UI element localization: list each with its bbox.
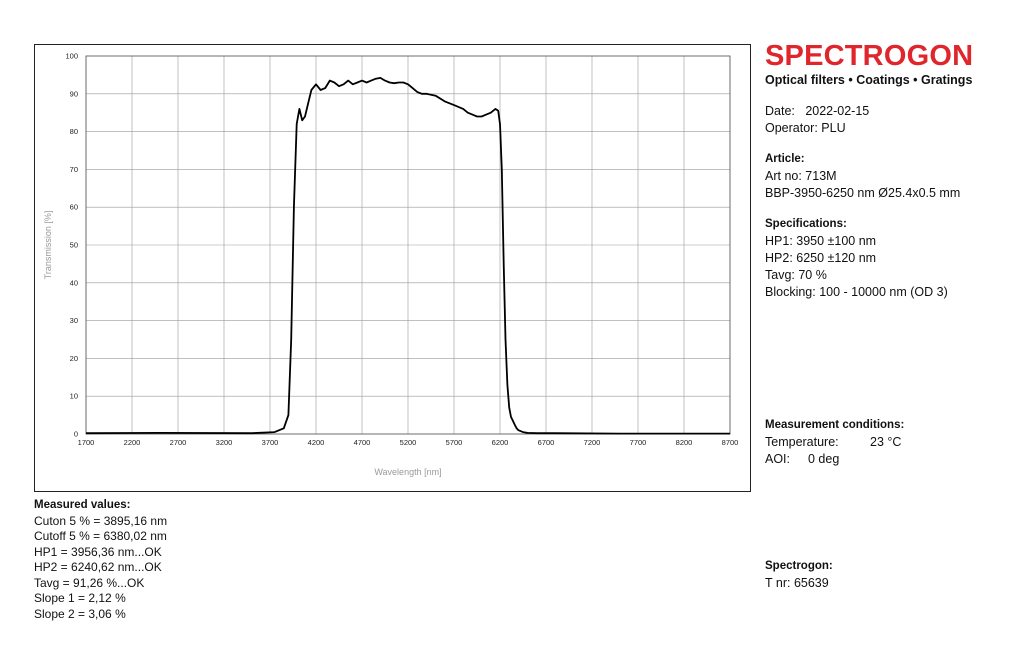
- date-value: 2022-02-15: [805, 104, 870, 118]
- x-tick-label: 4700: [354, 438, 371, 447]
- measured-slope2: Slope 2 = 3,06 %: [34, 606, 126, 621]
- x-tick-label: 3700: [262, 438, 279, 447]
- y-tick-label: 30: [70, 316, 78, 325]
- report-info: Date: 2022-02-15 Operator: PLU: [765, 103, 869, 137]
- spec-tavg: Tavg: 70 %: [765, 268, 827, 282]
- measurement-conditions: Measurement conditions: Temperature: 23 °…: [765, 417, 904, 468]
- spec-hp1: HP1: 3950 ±100 nm: [765, 234, 877, 248]
- spectrogon-tnr: T nr: 65639: [765, 576, 829, 590]
- article-number: Art no: 713M: [765, 169, 837, 183]
- y-tick-label: 70: [70, 165, 78, 174]
- y-tick-label: 50: [70, 241, 78, 250]
- measured-values-heading: Measured values:: [34, 499, 131, 511]
- specifications-heading: Specifications:: [765, 218, 847, 230]
- x-axis-label: Wavelength [nm]: [374, 467, 441, 477]
- x-tick-label: 7700: [630, 438, 647, 447]
- brand-tagline: Optical filters • Coatings • Gratings: [765, 73, 973, 87]
- chart-frame: 1700 2200 2700 3200 3700 4200 4700 5200 5700 6200…: [34, 44, 751, 492]
- y-tick-label: 10: [70, 392, 78, 401]
- operator-value: PLU: [821, 121, 846, 135]
- measured-tavg: Tavg = 91,26 %...OK: [34, 575, 145, 590]
- x-tick-label: 2700: [170, 438, 187, 447]
- operator-label: Operator:: [765, 121, 818, 135]
- x-tick-label: 1700: [78, 438, 95, 447]
- y-tick-label: 100: [65, 52, 78, 61]
- aoi-value: 0 deg: [808, 452, 840, 466]
- transmission-series-line: [85, 77, 730, 435]
- article-description: BBP-3950-6250 nm Ø25.4x0.5 mm: [765, 186, 961, 200]
- spec-blocking: Blocking: 100 - 10000 nm (OD 3): [765, 285, 948, 299]
- x-tick-label: 5700: [446, 438, 463, 447]
- transmission-chart: 1700 2200 2700 3200 3700 4200 4700 5200 5700 6200…: [43, 52, 739, 478]
- plot-area: [85, 55, 731, 435]
- x-tick-label: 8200: [676, 438, 693, 447]
- y-tick-label: 80: [70, 127, 78, 136]
- x-tick-label: 6700: [538, 438, 555, 447]
- y-axis-label: Transmission [%]: [43, 211, 53, 280]
- measured-hp2: HP2 = 6240,62 nm...OK: [34, 560, 162, 574]
- x-tick-label: 7200: [584, 438, 601, 447]
- x-tick-label: 2200: [124, 438, 141, 447]
- article-heading: Article:: [765, 153, 805, 165]
- measured-cutoff: Cutoff 5 % = 6380,02 nm: [34, 529, 167, 543]
- specifications-info: Specifications: HP1: 3950 ±100 nm HP2: 6…: [765, 216, 948, 301]
- y-tick-label: 40: [70, 278, 78, 287]
- x-tick-label: 3200: [216, 438, 233, 447]
- brand-logo: SPECTROGON: [765, 40, 974, 72]
- measured-slope1: Slope 1 = 2,12 %: [34, 591, 126, 605]
- article-info: Article: Art no: 713M BBP-3950-6250 nm Ø…: [765, 151, 960, 202]
- spec-hp2: HP2: 6250 ±120 nm: [765, 251, 877, 265]
- spectrogon-heading: Spectrogon:: [765, 560, 833, 572]
- x-tick-label: 6200: [492, 438, 509, 447]
- x-tick-label: 4200: [308, 438, 325, 447]
- measured-hp1: HP1 = 3956,36 nm...OK: [34, 544, 162, 559]
- temperature-value: 23 °C: [870, 435, 902, 449]
- aoi-label: AOI:: [765, 452, 791, 466]
- spectrogon-info: Spectrogon: T nr: 65639: [765, 558, 833, 592]
- y-tick-label: 20: [70, 354, 78, 363]
- x-tick-label: 8700: [722, 438, 739, 447]
- y-tick-label: 0: [74, 430, 78, 439]
- y-tick-label: 90: [70, 89, 78, 98]
- conditions-heading: Measurement conditions:: [765, 419, 905, 431]
- x-tick-label: 5200: [400, 438, 417, 447]
- date-label: Date:: [765, 104, 795, 118]
- measured-values: Measured values: Cuton 5 % = 3895,16 nm …: [34, 498, 167, 622]
- temperature-label: Temperature:: [765, 435, 839, 449]
- y-tick-label: 60: [70, 203, 78, 212]
- measured-cuton: Cuton 5 % = 3895,16 nm: [34, 513, 168, 528]
